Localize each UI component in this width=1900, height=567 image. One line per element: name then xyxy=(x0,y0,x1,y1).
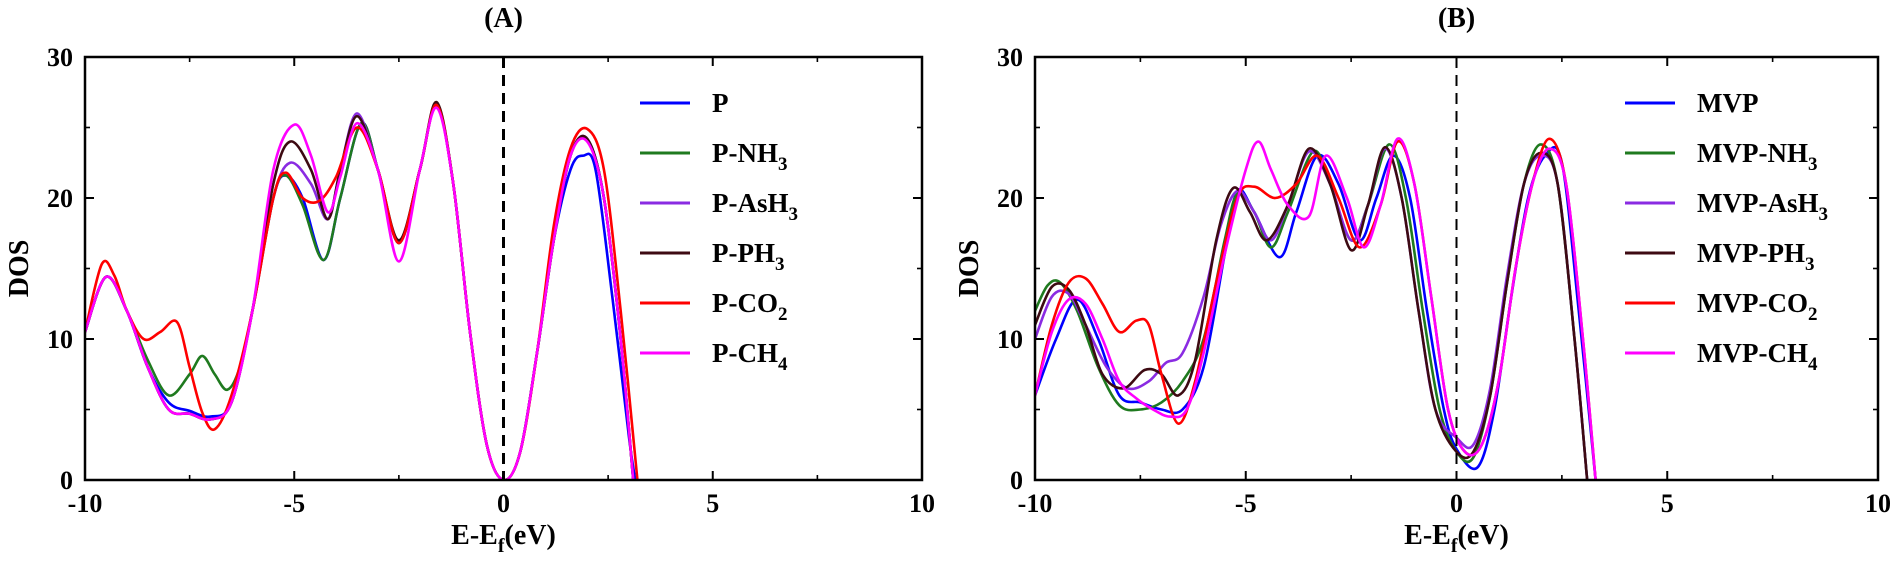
legend-label: P-AsH3 xyxy=(712,188,798,225)
legend-label: MVP-CH4 xyxy=(1697,338,1818,375)
x-tick-label: 5 xyxy=(1661,489,1674,518)
panel-b: (B) -10 -5 0 5 10 0 10 20 30 DOS E-Ef(eV) MVP MVP-NH3… xyxy=(954,3,1891,557)
legend-label: P-NH3 xyxy=(712,138,787,175)
series-line-p-ash3 xyxy=(85,103,635,480)
y-tick-label: 20 xyxy=(47,184,73,213)
x-tick-label: 0 xyxy=(1450,489,1463,518)
panel-a-plot-area xyxy=(85,100,639,480)
y-tick-label: 0 xyxy=(60,466,73,495)
legend-label: P-CH4 xyxy=(712,338,788,375)
x-tick-label: 0 xyxy=(497,489,510,518)
y-tick-label: 30 xyxy=(997,43,1023,72)
series-line-mvp-nh3 xyxy=(1035,143,1589,480)
panel-a: (A) -10 -5 0 5 10 0 10 20 30 DOS E-Ef(eV) P P-NH3 P-As… xyxy=(4,3,935,557)
panel-b-y-axis-label: DOS xyxy=(954,240,985,298)
panel-b-x-axis-label: E-Ef(eV) xyxy=(1404,520,1509,557)
y-tick-label: 10 xyxy=(997,325,1023,354)
legend-label: P-CO2 xyxy=(712,288,787,325)
legend-label: P xyxy=(712,88,729,118)
series-line-p xyxy=(85,103,637,480)
series-line-p-co2 xyxy=(85,103,639,480)
series-line-p-nh3 xyxy=(85,103,635,480)
series-line-p-ch4 xyxy=(85,106,635,480)
series-line-mvp-ph3 xyxy=(1035,145,1589,480)
panel-a-y-axis-label: DOS xyxy=(4,240,35,298)
legend-label: MVP-AsH3 xyxy=(1697,188,1828,225)
x-tick-label: 5 xyxy=(706,489,719,518)
panel-b-title: (B) xyxy=(1438,3,1475,34)
panel-b-plot-area xyxy=(1035,137,1597,480)
legend-label: P-PH3 xyxy=(712,238,784,275)
y-tick-label: 30 xyxy=(47,43,73,72)
series-line-mvp-ash3 xyxy=(1035,147,1589,480)
legend-label: MVP-PH3 xyxy=(1697,238,1814,275)
y-tick-label: 10 xyxy=(47,325,73,354)
x-tick-label: -5 xyxy=(283,489,305,518)
legend-label: MVP-CO2 xyxy=(1697,288,1817,325)
x-tick-label: -10 xyxy=(68,489,103,518)
panel-a-title: (A) xyxy=(484,3,523,34)
series-line-mvp-ch4 xyxy=(1035,137,1597,480)
x-tick-label: 10 xyxy=(1865,489,1891,518)
panel-a-legend: P P-NH3 P-AsH3 P-PH3 P-CO2 P-CH4 xyxy=(640,88,798,375)
series-line-p-ph3 xyxy=(85,100,635,480)
x-tick-label: -10 xyxy=(1018,489,1053,518)
x-tick-label: 10 xyxy=(909,489,935,518)
y-tick-label: 20 xyxy=(997,184,1023,213)
legend-label: MVP-NH3 xyxy=(1697,138,1817,175)
panel-b-legend: MVP MVP-NH3 MVP-AsH3 MVP-PH3 MVP-CO2 MVP-CH4 xyxy=(1625,88,1828,375)
y-tick-label: 0 xyxy=(1010,466,1023,495)
legend-label: MVP xyxy=(1697,88,1758,118)
x-tick-label: -5 xyxy=(1235,489,1257,518)
panel-a-x-axis-label: E-Ef(eV) xyxy=(451,520,556,557)
